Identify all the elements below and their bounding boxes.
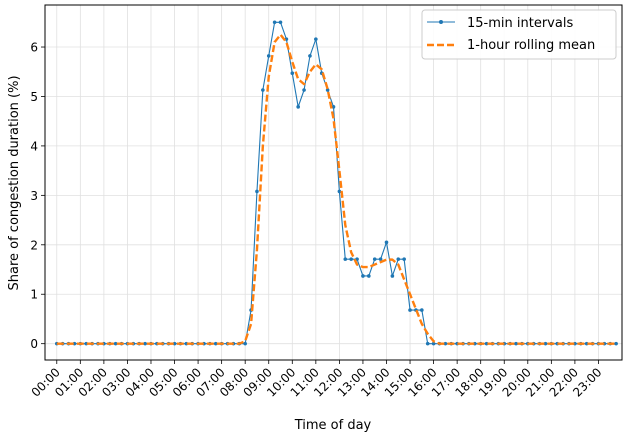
series-15min-point — [361, 274, 365, 278]
series-15min-point — [143, 341, 147, 346]
legend-label-rolling: 1-hour rolling mean — [467, 38, 595, 53]
y-tick-label: 4 — [30, 139, 38, 153]
y-tick-label: 0 — [30, 337, 38, 351]
series-15min-point — [243, 341, 247, 346]
series-rolling-line — [56, 33, 617, 345]
series-15min-point — [255, 189, 259, 194]
series-15min-point — [302, 88, 306, 92]
series-15min-point — [113, 341, 118, 346]
series-15min-point — [261, 88, 265, 92]
series-15min-point — [384, 240, 389, 245]
series-15min-point — [367, 274, 371, 278]
series-15min-point — [349, 257, 353, 261]
series-15min-point — [420, 308, 424, 312]
series-15min-point — [408, 308, 412, 312]
series-15min-point — [296, 105, 300, 109]
y-tick-label: 5 — [30, 90, 38, 104]
series-15min-point — [266, 54, 271, 58]
y-tick-label: 1 — [30, 288, 38, 302]
legend-marker-15min — [439, 20, 443, 24]
series-15min-point — [213, 341, 218, 346]
x-axis-label: Time of day — [294, 418, 372, 433]
series-15min-point — [443, 341, 448, 346]
series-15min-point — [390, 274, 395, 278]
series-15min-point — [290, 71, 295, 76]
series-15min-point — [543, 341, 548, 346]
series-15min-point — [343, 257, 348, 261]
y-tick-label: 2 — [30, 238, 38, 252]
series-15min-point — [431, 341, 436, 346]
series-15min-point — [278, 20, 283, 25]
series-15min-point — [331, 105, 336, 109]
series-15min-point — [378, 257, 383, 261]
series-15min-point — [308, 54, 312, 58]
plot-series — [54, 20, 618, 346]
series-15min-point — [425, 341, 430, 346]
series-15min-point — [614, 341, 618, 346]
grid — [45, 5, 622, 360]
legend: 15-min intervals 1-hour rolling mean — [421, 9, 617, 60]
y-tick-label: 6 — [30, 41, 38, 55]
y-axis-label: Share of congestion duration (%) — [7, 75, 22, 290]
series-15min-point — [314, 37, 318, 41]
plot-frame — [44, 4, 623, 361]
legend-label-15min: 15-min intervals — [467, 16, 573, 31]
series-15min-point — [396, 257, 401, 261]
legend-box — [421, 9, 617, 60]
series-15min-point — [337, 189, 342, 194]
series-15min-point — [272, 20, 277, 25]
y-tick-label: 3 — [30, 189, 38, 203]
series-15min-point — [514, 341, 518, 346]
series-15min-point — [372, 257, 377, 261]
series-15min-point — [402, 257, 406, 261]
